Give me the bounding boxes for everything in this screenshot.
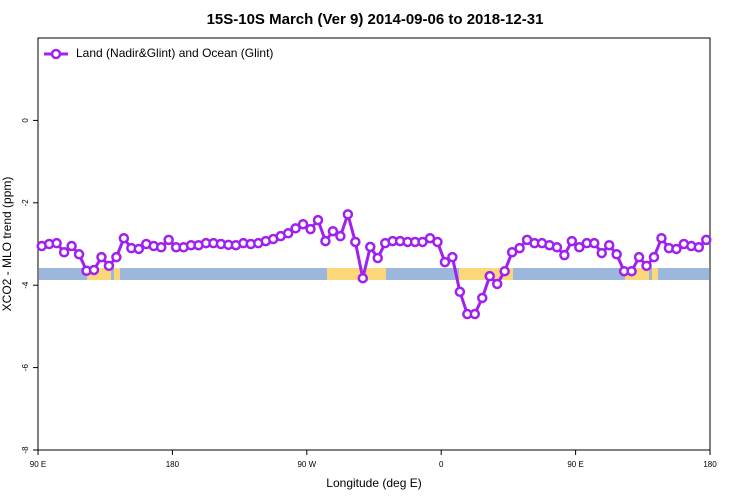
data-point [484, 270, 495, 282]
data-point [693, 242, 705, 253]
data-point [589, 237, 600, 249]
x-tick-label: 180 [703, 460, 717, 469]
legend-label: Land (Nadir&Glint) and Ocean (Glint) [76, 46, 273, 60]
data-point [626, 265, 637, 277]
data-point [58, 246, 70, 258]
y-tick-label: -2 [21, 199, 30, 207]
data-point [499, 265, 510, 277]
legend-marker [50, 48, 62, 60]
chart-title: 15S-10S March (Ver 9) 2014-09-06 to 2018… [207, 11, 544, 28]
data-point [671, 243, 682, 255]
data-point [66, 240, 77, 252]
data-point [133, 243, 145, 255]
data-point [432, 236, 443, 248]
data-point [454, 286, 466, 298]
land-band [327, 268, 386, 280]
x-tick-label: 180 [166, 460, 180, 469]
data-point [551, 242, 563, 253]
series-line [41, 209, 708, 316]
data-point [603, 239, 615, 251]
data-point [439, 256, 451, 268]
data-point [514, 242, 525, 254]
data-point [596, 247, 607, 259]
data-point [491, 278, 503, 290]
y-tick-label: -6 [21, 363, 30, 371]
data-point [477, 292, 488, 304]
data-point [641, 260, 652, 272]
data-point [335, 230, 346, 242]
data-point [73, 249, 85, 260]
data-point [282, 228, 294, 239]
land-ocean-band [39, 268, 709, 280]
y-tick-label: 0 [21, 118, 30, 123]
data-point [350, 236, 361, 248]
x-axis-label: Longitude (deg E) [326, 476, 421, 490]
land-band [652, 268, 658, 280]
y-tick-label: -4 [21, 281, 30, 289]
data-point [559, 249, 570, 261]
x-tick-label: 90 E [567, 460, 583, 469]
data-point [574, 242, 585, 253]
data-point [357, 272, 369, 284]
y-tick-label: -8 [21, 446, 30, 454]
land-band [114, 268, 120, 280]
data-point [305, 223, 316, 235]
data-point [611, 249, 622, 260]
data-point [327, 225, 339, 237]
x-tick-label: 0 [439, 460, 444, 469]
data-point [163, 234, 174, 246]
x-tick-label: 90 E [30, 460, 46, 469]
data-point [365, 241, 376, 253]
data-point [372, 252, 383, 264]
data-point [96, 251, 107, 263]
data-point [469, 308, 481, 320]
data-point [155, 242, 167, 253]
data-point [342, 209, 354, 220]
data-point [51, 237, 62, 249]
data-point [566, 235, 578, 247]
data-point [103, 260, 115, 272]
data-point [633, 251, 645, 263]
y-axis-label: XCO2 - MLO trend (ppm) [0, 177, 14, 312]
data-point [447, 251, 458, 263]
data-point [701, 234, 712, 246]
x-tick-label: 90 W [297, 460, 316, 469]
data-point [118, 232, 130, 244]
data-point [320, 235, 331, 247]
data-point [506, 246, 518, 258]
data-point [297, 218, 309, 230]
data-point [312, 214, 324, 226]
data-point [648, 251, 660, 263]
data-point [88, 264, 100, 276]
data-point [656, 232, 667, 244]
data-point [111, 251, 122, 263]
data-point [290, 223, 301, 234]
